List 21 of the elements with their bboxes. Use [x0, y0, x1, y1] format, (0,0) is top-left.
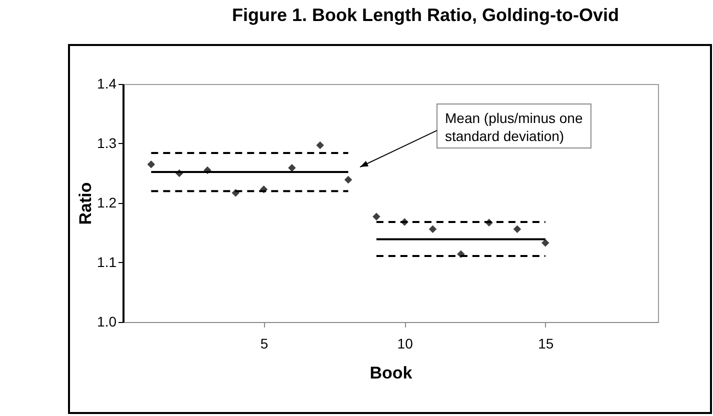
y-tick-label: 1.3 — [97, 135, 117, 151]
x-tick-label: 5 — [260, 336, 268, 352]
point — [288, 164, 296, 172]
y-axis-title: Ratio — [76, 182, 96, 225]
y-tick-label: 1.4 — [97, 76, 117, 92]
x-tick-label: 10 — [397, 336, 414, 352]
point — [316, 141, 324, 150]
point — [541, 238, 550, 247]
y-tick-label: 1.0 — [97, 314, 117, 330]
point — [513, 225, 522, 234]
point — [147, 160, 156, 168]
point — [372, 212, 380, 221]
point — [344, 176, 352, 184]
x-axis-title: Book — [370, 364, 413, 382]
y-tick-label: 1.1 — [97, 254, 117, 270]
point — [428, 225, 437, 234]
annotation: Mean (plus/minus one standard deviation) — [445, 110, 583, 144]
note-box: Mean (plus/minus one standard deviation) — [436, 104, 592, 148]
x-tick-label: 15 — [538, 336, 554, 352]
y-tick-label: 1.2 — [97, 194, 117, 210]
chart-title: Figure 1. Book Length Ratio, Golding-to-Ovid — [232, 5, 619, 25]
